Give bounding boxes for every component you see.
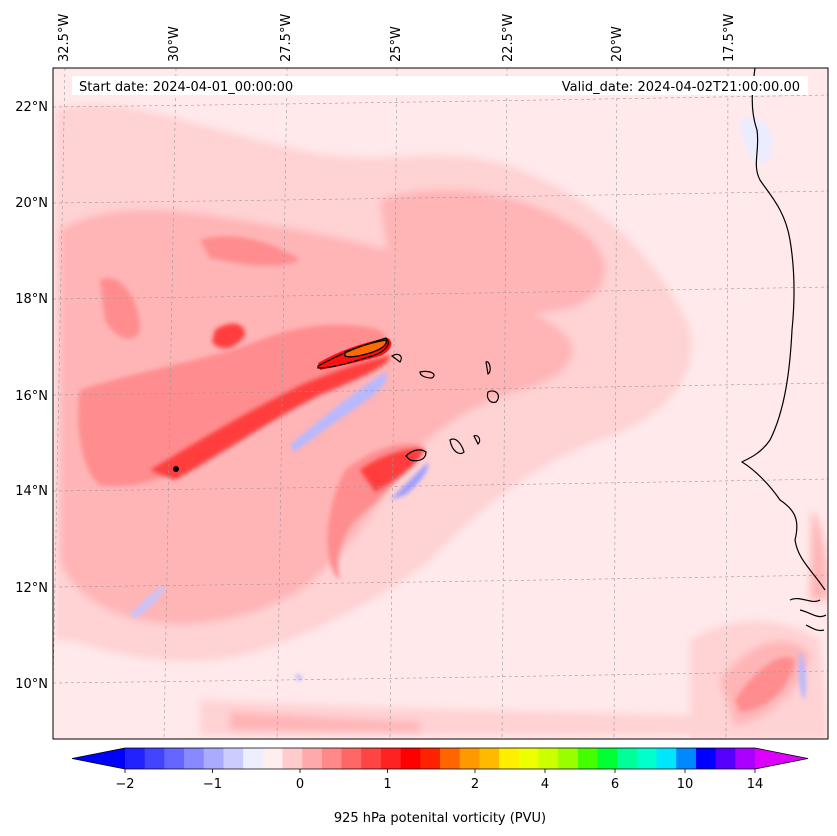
pv-peak-marker [173,466,179,472]
colorbar-tick-label: 14 [747,777,764,792]
blue-small-se [798,650,807,700]
sal-island [485,361,491,375]
africa-coastline [740,68,826,591]
blue-dot [295,674,302,682]
red-west-patch [212,323,245,349]
colorbar-tick-label: 4 [541,777,549,792]
colorbar-cell [144,748,165,769]
lat-label-16n: 16°N [15,389,48,404]
date-header-box [72,76,808,95]
colorbar-cell [499,748,520,769]
salmon-west-streak [100,278,140,339]
lon-label-30w: 30°W [167,26,182,62]
red-main-streak [150,355,391,480]
pink-region-main [60,210,573,624]
salmon-core [78,324,387,486]
colorbar-ticks: −2 −1 0 1 2 4 6 10 14 [115,769,763,792]
colorbar-cell [636,748,658,769]
colorbar-cell [125,748,146,769]
colorbar-cell [341,748,362,769]
bijagos-coast [789,597,827,632]
lon-label-32-5w: 32.5°W [57,14,72,62]
boa-vista-island [486,390,500,403]
lon-label-25w: 25°W [389,26,404,62]
colorbar-tick-label: 10 [677,777,694,792]
colorbar-cell [262,748,284,769]
colorbar-cell [361,748,382,769]
pale-blue-coast [740,117,773,163]
colorbar-cell [223,748,244,769]
colorbar-cell [459,748,480,769]
santo-antao-island [317,337,389,369]
lon-label-27-5w: 27.5°W [279,14,294,62]
colorbar-cell [282,748,303,769]
colorbar-cell [676,748,697,769]
colorbar-tick-label: −2 [115,777,134,792]
colorbar-cell [321,748,343,769]
colorbar-cell [735,748,756,769]
colorbar-cells [125,748,756,769]
salmon-se [735,657,795,712]
colorbar-cell [577,748,599,769]
lat-label-20n: 20°N [15,196,48,211]
fogo-island [405,449,427,462]
colorbar-cell [440,748,461,769]
map-frame [52,67,829,740]
colorbar-cell [243,748,264,769]
colorbar-cell [597,748,618,769]
santiago-island [449,438,465,455]
sao-vicente-island [390,353,402,363]
colorbar-tick-label: 6 [611,777,619,792]
colorbar-cell [164,748,185,769]
lat-label-10n: 10°N [15,677,48,692]
blue-small-west [130,585,165,618]
colorbar-label: 925 hPa potenital vorticity (PVU) [334,811,546,826]
lon-label-17-5w: 17.5°W [722,14,737,62]
latitude-labels: 22°N 20°N 18°N 16°N 14°N 12°N 10°N [15,100,48,692]
colorbar-tick-label: −1 [203,777,222,792]
pv-contour-field [53,68,828,739]
colorbar-cell [184,748,205,769]
colorbar-cell [695,748,717,769]
colorbar-cell [400,748,421,769]
lat-label-14n: 14°N [15,484,48,499]
colorbar-tick-label: 0 [296,777,304,792]
pink-coast-patch [810,510,828,600]
salmon-north-streak [200,236,300,266]
lat-label-22n: 22°N [15,100,48,115]
colorbar-cell [420,748,441,769]
colorbar-cell [538,748,559,769]
colorbar-cell [715,748,736,769]
colorbar-extend-min [72,748,125,769]
lon-label-20w: 20°W [610,26,625,62]
coastlines [317,68,827,632]
colorbar-tick-label: 2 [471,777,479,792]
colorbar-extend-max [755,748,808,769]
pink-region-north [380,190,605,313]
colorbar-cell [558,748,579,769]
colorbar-cell [479,748,500,769]
start-date-text: Start date: 2024-04-01_00:00:00 [79,80,293,95]
colorbar: −2 −1 0 1 2 4 6 10 14 925 hPa potenital vorticit… [71,747,809,826]
colorbar-cell [302,748,323,769]
lon-label-22-5w: 22.5°W [501,14,516,62]
valid-date-text: Valid_date: 2024-04-02T21:00:00.00 [562,80,800,95]
blue-streak-south [390,462,429,500]
colorbar-cell [380,748,402,769]
colorbar-cell [617,748,638,769]
colorbar-cell [518,748,540,769]
sao-nicolau-island [419,370,435,379]
blue-streak-central [290,372,388,452]
lat-label-12n: 12°N [15,581,48,596]
map-panel: Start date: 2024-04-01_00:00:00 Valid_da… [15,14,829,740]
lat-label-18n: 18°N [15,292,48,307]
longitude-labels: 32.5°W 30°W 27.5°W 25°W 22.5°W 20°W 17.5… [57,14,737,62]
colorbar-cell [203,748,225,769]
maio-island [473,435,481,446]
colorbar-cell [656,748,677,769]
colorbar-tick-label: 1 [383,777,391,792]
graticule [53,68,828,739]
